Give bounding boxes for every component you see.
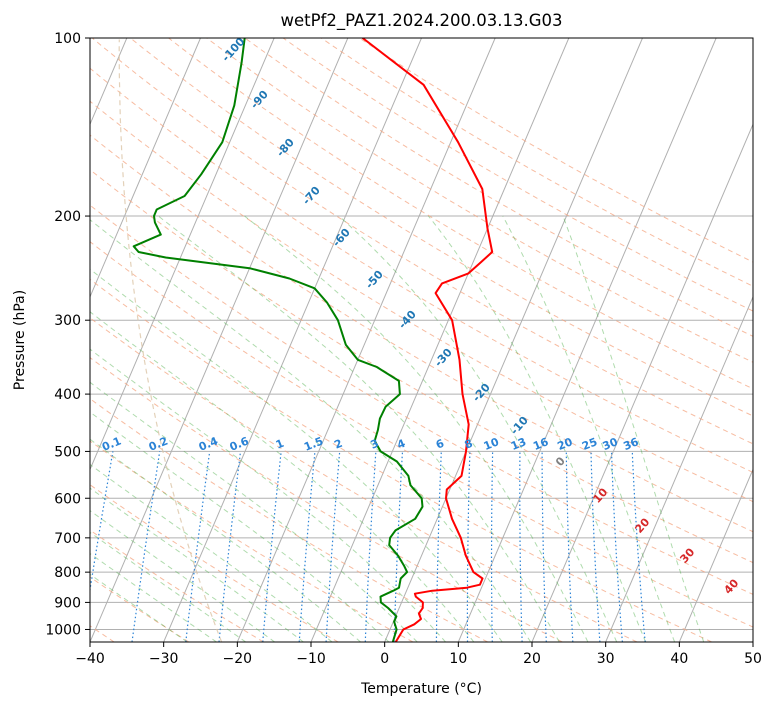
- mixing-ratio-line: [90, 451, 114, 594]
- mixing-ratio-label: 2: [332, 437, 344, 452]
- moist-adiabat-line: [502, 215, 676, 642]
- x-tick-label: 10: [449, 651, 467, 667]
- moist-adiabat-line: [90, 573, 188, 642]
- moist-adiabat-line: [428, 215, 647, 642]
- moist-adiabat-line: [90, 311, 475, 642]
- dry-adiabat-line: [206, 38, 753, 363]
- mixing-ratio-label: 1: [274, 437, 286, 452]
- mixing-ratio-label: 10: [482, 435, 501, 453]
- x-tick-label: 0: [380, 651, 389, 667]
- isotherm-line: [605, 295, 753, 642]
- axis-ticks: −40 −30 −20 −10 0 10 20 30 40 50 100 200 300 400 500 60…: [45, 31, 762, 667]
- mixing-ratio-line: [131, 451, 161, 642]
- plot-frame: [89, 37, 754, 643]
- isotherm-line: [457, 38, 717, 642]
- dry-adiabat-line: [90, 278, 712, 642]
- mixing-ratio-label: 20: [555, 435, 574, 453]
- x-tick-label: −30: [149, 651, 179, 667]
- dry-adiabat-line: [91, 38, 753, 445]
- isotherm-line: [90, 38, 201, 299]
- dry-adiabat-line: [282, 38, 753, 312]
- mixing-ratio-label: 8: [463, 437, 475, 452]
- isotherm-line: [531, 123, 753, 642]
- isotherm-line: [384, 38, 643, 642]
- x-axis-title: Temperature (°C): [360, 681, 482, 697]
- moist-adiabat-line: [90, 411, 390, 642]
- y-tick-label: 800: [54, 565, 81, 581]
- data-lines: [132, 38, 494, 642]
- y-tick-label: 200: [54, 209, 81, 225]
- moist-adiabat-line: [562, 215, 705, 642]
- x-tick-label: 50: [744, 651, 762, 667]
- y-tick-label: 100: [54, 31, 81, 47]
- x-tick-label: 30: [597, 651, 615, 667]
- x-tick-label: −40: [75, 651, 105, 667]
- isotherm-line: [90, 38, 349, 642]
- x-tick-label: 20: [523, 651, 541, 667]
- mixing-ratio-label: 13: [509, 435, 528, 453]
- background-lines: [90, 38, 753, 642]
- mixing-ratio-label: 36: [621, 435, 640, 453]
- dry-adiabat-line: [90, 241, 753, 628]
- y-tick-label: 900: [54, 595, 81, 611]
- temperature-profile: [361, 38, 494, 642]
- thetae-curve: [118, 39, 223, 642]
- y-tick-label: 1000: [45, 622, 81, 638]
- moist-adiabat-line: [338, 215, 618, 642]
- moist-adiabat-line: [90, 348, 446, 642]
- isotherm-line: [163, 38, 422, 642]
- dry-adiabat-line: [320, 38, 753, 287]
- dry-adiabat-line: [90, 134, 753, 533]
- moist-adiabat-line: [90, 438, 361, 642]
- moist-adiabat-line: [90, 487, 304, 642]
- isotherm-line: [678, 468, 753, 642]
- dry-adiabat-line: [90, 67, 753, 473]
- mixing-ratio-line: [185, 451, 211, 642]
- dewpoint-profile: [132, 38, 424, 642]
- mixing-ratio-label: 25: [580, 435, 599, 453]
- chart-title: wetPf2_PAZ1.2024.200.03.13.G03: [280, 11, 562, 31]
- dry-adiabat-line: [168, 38, 753, 390]
- y-tick-label: 600: [54, 491, 81, 507]
- y-tick-label: 700: [54, 531, 81, 547]
- moist-adiabat-line: [244, 215, 589, 642]
- x-tick-label: −20: [223, 651, 253, 667]
- moist-adiabat-line: [157, 215, 560, 642]
- dry-adiabat-line: [90, 440, 414, 642]
- mixing-ratio-label: 3: [369, 437, 381, 452]
- x-tick-label: 40: [670, 651, 688, 667]
- moist-adiabat-line: [90, 531, 246, 642]
- dry-adiabat-line: [90, 484, 339, 642]
- y-tick-label: 500: [54, 444, 81, 460]
- x-tick-label: −10: [296, 651, 326, 667]
- moist-adiabat-line: [90, 219, 532, 642]
- y-axis-title: Pressure (hPa): [12, 290, 28, 390]
- dry-adiabat-line: [130, 38, 753, 417]
- mixing-ratio-label: 16: [531, 435, 550, 453]
- y-tick-label: 400: [54, 387, 81, 403]
- dry-adiabat-line: [90, 100, 753, 503]
- moist-adiabat-line: [90, 552, 217, 642]
- isotherm-line: [236, 38, 496, 642]
- y-tick-label: 300: [54, 313, 81, 329]
- mixing-ratio-label: 30: [601, 435, 620, 453]
- moist-adiabat-line: [90, 268, 503, 642]
- isotherm-line: [90, 38, 275, 471]
